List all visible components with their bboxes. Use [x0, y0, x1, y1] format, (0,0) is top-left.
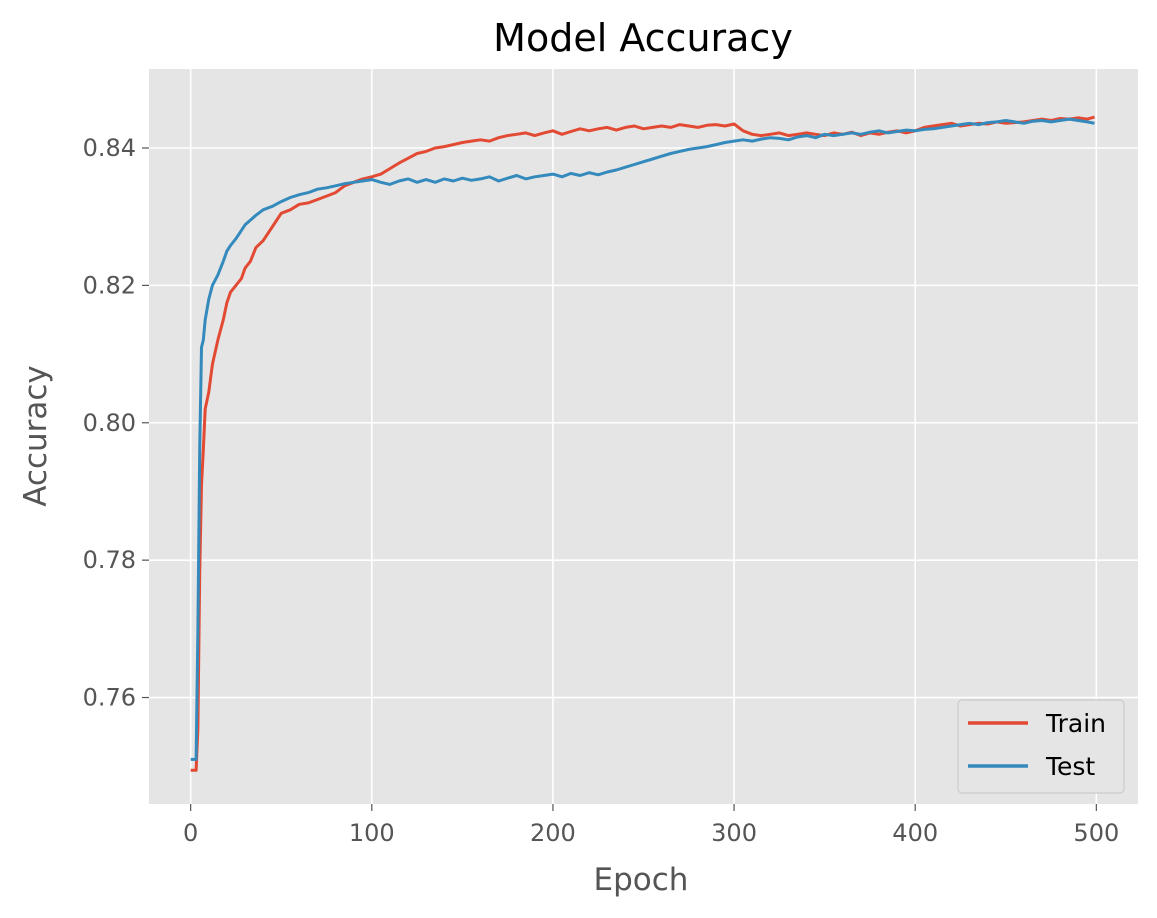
y-tick-label: 0.78	[83, 546, 136, 574]
x-tick-label: 200	[530, 819, 576, 847]
series-line-test	[190, 117, 1095, 761]
chart-title: Model Accuracy	[493, 16, 793, 60]
plot-background	[149, 69, 1138, 804]
legend: Train Test	[957, 699, 1125, 794]
x-axis-ticks: 0 100 200 300 400 500	[183, 804, 1119, 847]
x-tick-label: 500	[1073, 819, 1119, 847]
y-tick-label: 0.82	[83, 271, 136, 299]
y-tick-label: 0.84	[83, 134, 136, 162]
y-tick-label: 0.76	[83, 684, 136, 712]
x-tick-label: 400	[892, 819, 938, 847]
series-lines	[190, 115, 1095, 772]
legend-test-label: Test	[1045, 752, 1095, 781]
x-tick-label: 0	[183, 819, 198, 847]
x-tick-label: 100	[349, 819, 395, 847]
legend-train-label: Train	[1045, 709, 1106, 738]
grid	[149, 69, 1138, 804]
y-tick-label: 0.80	[83, 409, 136, 437]
y-axis-ticks: 0.76 0.78 0.80 0.82 0.84	[83, 134, 149, 712]
y-axis-label: Accuracy	[18, 365, 54, 507]
x-tick-label: 300	[711, 819, 757, 847]
series-line-train	[190, 115, 1095, 772]
x-axis-label: Epoch	[594, 862, 689, 898]
